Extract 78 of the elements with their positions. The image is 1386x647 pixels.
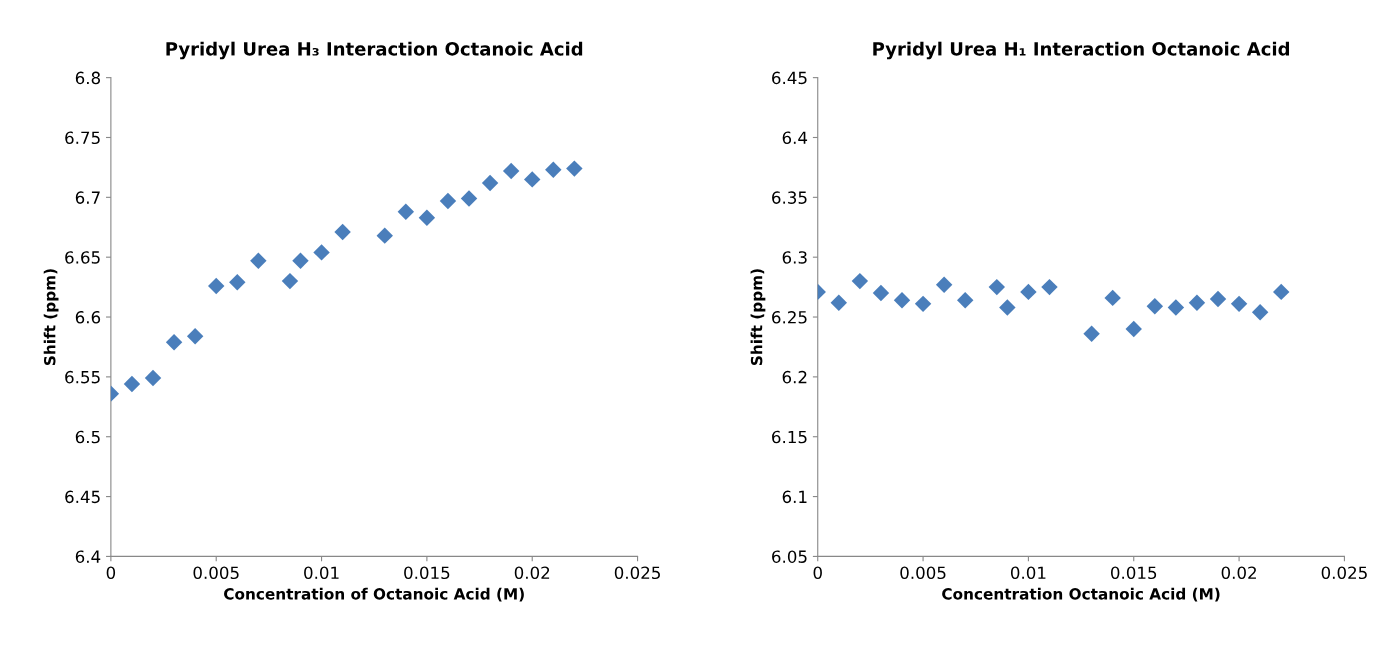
point	[460, 190, 478, 207]
point	[1146, 298, 1164, 315]
point	[1251, 304, 1269, 321]
point	[165, 333, 183, 351]
x-axis-title: Concentration of Octanoic Acid (M)	[224, 587, 524, 602]
point	[1230, 295, 1248, 313]
point	[1209, 290, 1227, 308]
x-tick-label: 0	[106, 566, 116, 580]
y-tick-label: 6.35	[772, 191, 807, 204]
point	[281, 272, 299, 290]
point	[418, 209, 436, 226]
y-tick-label: 6.5	[75, 430, 100, 444]
y-tick-label: 6.7	[75, 191, 100, 204]
y-axis-title: Shift (ppm)	[750, 269, 766, 365]
point	[292, 252, 309, 269]
point	[524, 171, 541, 188]
x-tick-label: 0	[813, 566, 822, 580]
point	[208, 277, 225, 295]
point	[566, 160, 583, 177]
point	[397, 203, 415, 220]
point	[376, 227, 393, 244]
y-tick-label: 6.6	[75, 310, 101, 324]
y-tick-label: 6.4	[782, 131, 808, 145]
point	[893, 292, 911, 309]
y-tick-label: 6.8	[75, 71, 101, 85]
y-tick-label: 6.3	[782, 251, 807, 264]
point	[914, 295, 932, 313]
point	[545, 161, 562, 179]
x-tick-label: 0.015	[404, 566, 450, 580]
point	[1188, 294, 1206, 311]
point	[988, 278, 1006, 296]
point	[851, 272, 869, 290]
y-tick-label: 6.65	[65, 251, 100, 264]
y-tick-label: 6.4	[75, 550, 101, 563]
y-tick-label: 6.55	[65, 370, 100, 384]
x-axis-title: Concentration Octanoic Acid (M)	[942, 587, 1220, 602]
y-axis-title: Shift (ppm)	[43, 269, 59, 365]
y-tick-label: 6.05	[772, 550, 807, 563]
point	[999, 299, 1016, 316]
y-tick-label: 6.45	[65, 490, 100, 504]
point	[1167, 299, 1185, 316]
point	[1125, 320, 1142, 338]
x-tick-label: 0.02	[1221, 566, 1256, 580]
point	[956, 292, 974, 309]
y-tick-label: 6.45	[772, 71, 807, 85]
y-tick-label: 6.15	[772, 430, 807, 444]
chart-title: Pyridyl Urea H₁ Interaction Octanoic Acid	[873, 41, 1290, 60]
x-tick-label: 0.025	[614, 566, 660, 580]
point	[1020, 283, 1037, 301]
x-tick-label: 0.01	[304, 566, 339, 580]
point	[872, 284, 890, 302]
point	[439, 192, 457, 210]
point	[481, 174, 499, 192]
point	[1041, 278, 1058, 296]
point	[334, 223, 351, 241]
point	[313, 244, 330, 261]
point	[144, 369, 162, 387]
point	[830, 294, 848, 311]
point	[1083, 325, 1100, 342]
point	[502, 162, 520, 180]
x-tick-label: 0.005	[900, 566, 946, 580]
point	[123, 375, 141, 393]
y-tick-label: 6.1	[782, 490, 807, 504]
y-tick-label: 6.2	[782, 370, 807, 384]
point	[229, 274, 246, 291]
y-tick-label: 6.25	[772, 310, 807, 324]
chart-title: Pyridyl Urea H₃ Interaction Octanoic Acid	[166, 41, 583, 60]
point	[1273, 283, 1290, 301]
x-tick-label: 0.02	[514, 566, 550, 580]
y-tick-label: 6.75	[65, 131, 100, 145]
x-tick-label: 0.025	[1321, 566, 1367, 580]
point	[250, 252, 267, 269]
x-tick-label: 0.015	[1110, 566, 1157, 580]
point	[935, 276, 953, 293]
x-tick-label: 0.005	[193, 566, 239, 580]
x-tick-label: 0.01	[1010, 566, 1046, 580]
point	[186, 327, 204, 345]
point	[1104, 289, 1121, 307]
